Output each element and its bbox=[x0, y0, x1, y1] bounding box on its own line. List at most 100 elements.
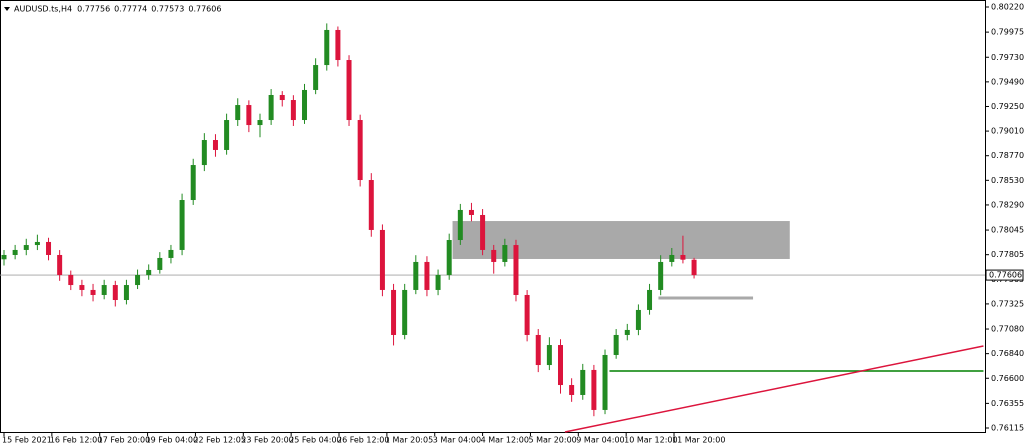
candle-body bbox=[12, 249, 18, 255]
x-tick-label: 11 Mar 20:00 bbox=[672, 436, 725, 445]
candle-body bbox=[90, 289, 96, 295]
header-ohlc-value: 0.77774 bbox=[114, 5, 147, 14]
candle-body bbox=[680, 254, 686, 260]
candle-body bbox=[157, 257, 163, 270]
x-tick-label: 17 Feb 20:00 bbox=[98, 436, 150, 445]
candle-body bbox=[413, 261, 419, 290]
y-tick-label: 0.79250 bbox=[991, 102, 1024, 111]
candle-body bbox=[257, 120, 263, 126]
y-tick-label: 0.77080 bbox=[991, 325, 1024, 334]
candle-body bbox=[658, 261, 664, 290]
candle-body bbox=[190, 165, 196, 201]
x-tick-label: 25 Feb 04:00 bbox=[289, 436, 341, 445]
candle-body bbox=[112, 285, 118, 301]
x-tick-label: 9 Mar 04:00 bbox=[576, 436, 624, 445]
candle-body bbox=[168, 249, 174, 258]
y-tick-label: 0.78530 bbox=[991, 176, 1024, 185]
y-tick-label: 0.79010 bbox=[991, 127, 1024, 136]
candle-body bbox=[569, 385, 575, 395]
candle-body bbox=[346, 60, 352, 121]
candle-body bbox=[135, 274, 141, 286]
candle-body bbox=[68, 274, 74, 286]
y-tick-label: 0.77325 bbox=[991, 299, 1024, 308]
zone bbox=[452, 221, 790, 259]
candle-body bbox=[46, 241, 52, 255]
candle-body bbox=[468, 209, 474, 215]
y-tick-label: 0.79730 bbox=[991, 53, 1024, 62]
y-tick-label: 0.76115 bbox=[991, 424, 1024, 433]
x-tick-label: 10 Mar 12:00 bbox=[624, 436, 677, 445]
candle-body bbox=[313, 65, 319, 90]
candle-body bbox=[669, 254, 675, 262]
menu-arrow[interactable] bbox=[4, 7, 10, 11]
candle-body bbox=[424, 261, 430, 290]
candle-body bbox=[302, 89, 308, 121]
x-tick-label: 22 Feb 12:05 bbox=[193, 436, 245, 445]
trendline bbox=[564, 345, 984, 433]
candle-body bbox=[357, 120, 363, 181]
candle-body bbox=[513, 245, 519, 295]
x-tick-label: 16 Feb 12:00 bbox=[50, 436, 102, 445]
candle-body bbox=[146, 269, 152, 275]
header: AUDUSD.ts,H4 bbox=[4, 5, 72, 14]
candle-body bbox=[246, 105, 252, 126]
candle-body bbox=[435, 274, 441, 290]
candle-body bbox=[101, 285, 107, 295]
candle-body bbox=[591, 369, 597, 410]
y-tick-label: 0.79975 bbox=[991, 28, 1024, 37]
candle-body bbox=[224, 120, 230, 150]
plot-frame bbox=[0, 0, 986, 433]
x-tick-label: 15 Feb 2021 bbox=[2, 436, 52, 445]
candle-body bbox=[34, 241, 40, 246]
candle-body bbox=[1, 254, 7, 260]
symbol: AUDUSD.ts,H4 bbox=[14, 5, 72, 14]
y-tick-label: 0.76355 bbox=[991, 399, 1024, 408]
y-tick-label: 0.80220 bbox=[991, 3, 1024, 12]
candle-body bbox=[290, 100, 296, 121]
y-tick-label: 0.78290 bbox=[991, 200, 1024, 209]
x-tick-label: 1 Mar 20:05 bbox=[385, 436, 433, 445]
x-tick-label: 23 Feb 20:00 bbox=[241, 436, 293, 445]
current-price-box bbox=[985, 269, 1024, 281]
candle-body bbox=[602, 354, 608, 410]
candle-body bbox=[402, 289, 408, 335]
header-ohlc-value: 0.77756 bbox=[77, 5, 110, 14]
candle-body bbox=[457, 209, 463, 241]
candle-body bbox=[524, 294, 530, 335]
candle-body bbox=[23, 245, 29, 250]
candle-body bbox=[624, 329, 630, 335]
candle-body bbox=[179, 200, 185, 250]
candle-body bbox=[324, 29, 330, 66]
x-tick-label: 19 Feb 04:00 bbox=[146, 436, 198, 445]
header-ohlc-value: 0.77606 bbox=[188, 5, 221, 14]
x-tick-label: 5 Mar 20:00 bbox=[528, 436, 576, 445]
candle-body bbox=[491, 249, 497, 262]
candle-body bbox=[379, 229, 385, 290]
candle-body bbox=[691, 259, 697, 276]
candle-body bbox=[446, 240, 452, 275]
candle-body bbox=[235, 105, 241, 121]
candle-body bbox=[558, 345, 563, 386]
y-tick-label: 0.76840 bbox=[991, 349, 1024, 358]
candle-body bbox=[212, 140, 218, 150]
candle-body bbox=[201, 140, 207, 166]
candle-body bbox=[535, 334, 541, 366]
candle-body bbox=[580, 369, 586, 395]
candle-body bbox=[613, 334, 619, 355]
candle-body bbox=[635, 309, 641, 330]
candle-body bbox=[79, 285, 85, 290]
candle-body bbox=[335, 29, 341, 61]
x-tick-label: 3 Mar 04:00 bbox=[433, 436, 481, 445]
current-price-label: 0.77606 bbox=[989, 271, 1022, 280]
candle-body bbox=[647, 289, 653, 310]
candle-body bbox=[502, 245, 508, 262]
candle-body bbox=[57, 254, 63, 275]
x-tick-label: 4 Mar 12:00 bbox=[481, 436, 529, 445]
y-tick-label: 0.78770 bbox=[991, 151, 1024, 160]
candle-body bbox=[546, 345, 552, 366]
y-tick-label: 0.78045 bbox=[991, 226, 1024, 235]
candle-body bbox=[391, 289, 397, 335]
candle-body bbox=[368, 180, 374, 230]
